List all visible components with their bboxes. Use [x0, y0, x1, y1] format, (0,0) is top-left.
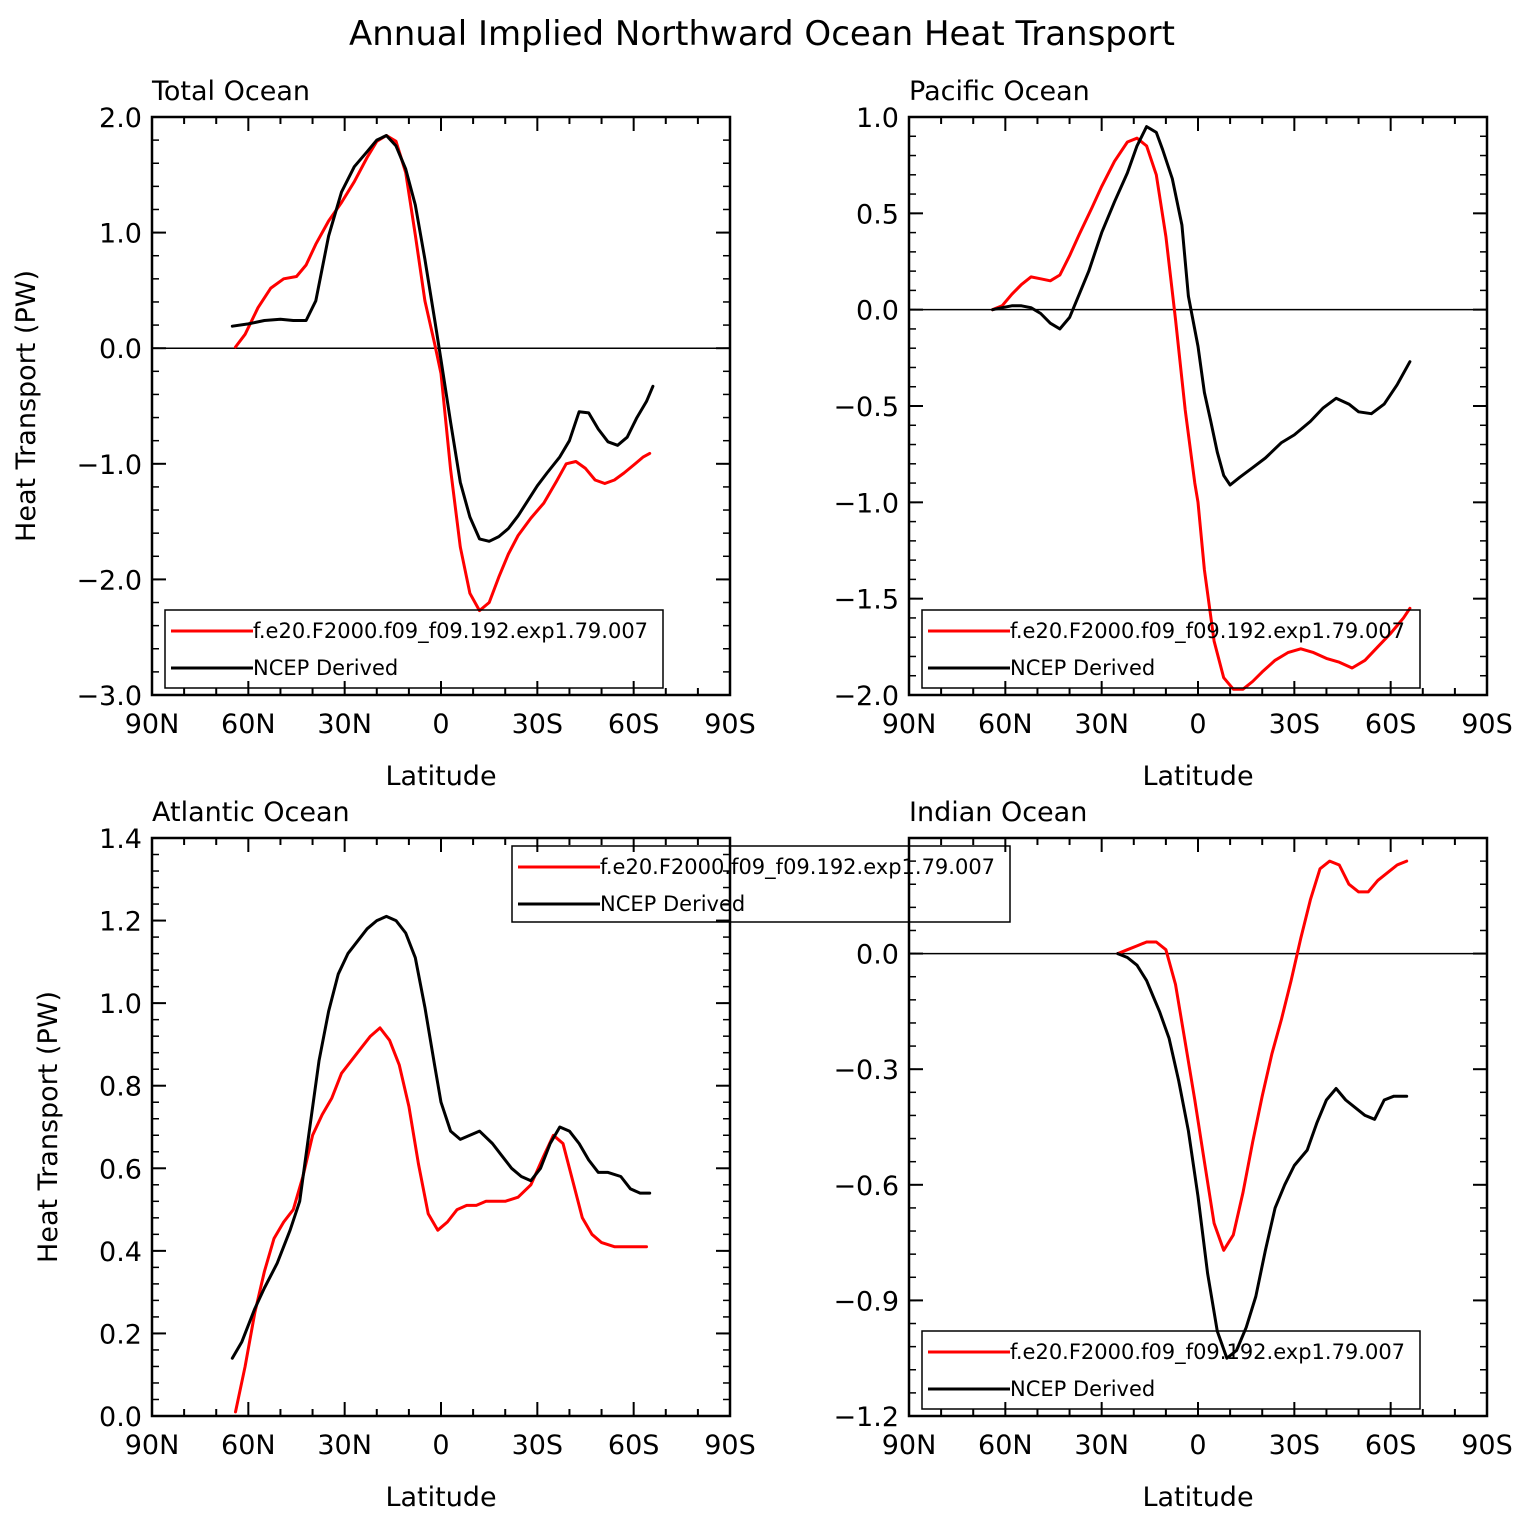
plot-frame	[907, 115, 1489, 697]
x-tick-label: 90N	[125, 1430, 180, 1461]
x-tick-label: 0	[1189, 709, 1206, 740]
y-tick-label: 1.2	[99, 907, 142, 938]
model-series-line	[234, 134, 652, 613]
y-tick-label: 0.0	[99, 334, 142, 365]
y-tick-label: −0.6	[833, 1171, 899, 1202]
legend: f.e20.F2000.f09_f09.192.exp1.79.007 NCEP …	[164, 609, 664, 689]
panels: Total Ocean 90N 60N 30N 0 30S 60S 90S 2.0 1.0 0.0 −…	[11, 76, 1513, 1513]
x-tick-label: 30S	[1269, 1430, 1321, 1461]
x-axis-label: Latitude	[385, 761, 496, 792]
y-tick-label: −2.0	[833, 681, 899, 712]
panel-pacific-ocean: Pacific Ocean 90N 60N 30N 0 30S 60S 90S 1.0 0.5 0.…	[833, 76, 1512, 792]
y-tick-label: 0.0	[99, 1402, 142, 1433]
y-tick-label: 0.4	[99, 1237, 142, 1268]
x-tick-label: 30N	[317, 709, 372, 740]
legend-label: f.e20.F2000.f09_f09.192.exp1.79.007	[1010, 1340, 1405, 1365]
y-tick-label: −2.0	[76, 565, 142, 596]
x-axis-label: Latitude	[1142, 1482, 1253, 1513]
legend-label: f.e20.F2000.f09_f09.192.exp1.79.007	[1010, 619, 1405, 644]
x-tick-label: 90S	[704, 709, 756, 740]
x-tick-label: 60N	[978, 709, 1033, 740]
x-tick-label: 60S	[1365, 709, 1417, 740]
x-tick-label: 60N	[978, 1430, 1033, 1461]
x-axis-label: Latitude	[385, 1482, 496, 1513]
x-tick-label: 30N	[1074, 1430, 1129, 1461]
x-tick-label: 90N	[882, 1430, 937, 1461]
y-tick-label: 0.0	[856, 940, 899, 971]
model-series-line	[1116, 859, 1409, 1252]
plot-frame	[150, 836, 732, 1418]
x-tick-label: 30S	[512, 709, 564, 740]
x-tick-label: 0	[432, 1430, 449, 1461]
legend-box	[921, 609, 1421, 689]
legend: f.e20.F2000.f09_f09.192.exp1.79.007 NCEP …	[921, 1330, 1421, 1410]
legend-label: NCEP Derived	[600, 892, 745, 916]
y-tick-label: 0.5	[856, 199, 899, 230]
y-tick-label: 0.8	[99, 1072, 142, 1103]
x-tick-label: 90S	[704, 1430, 756, 1461]
x-tick-label: 60N	[221, 1430, 276, 1461]
x-tick-label: 90N	[125, 709, 180, 740]
legend-label: NCEP Derived	[1010, 1377, 1155, 1401]
legend-label: NCEP Derived	[253, 656, 398, 680]
x-tick-label: 30N	[1074, 709, 1129, 740]
panel-total-ocean: Total Ocean 90N 60N 30N 0 30S 60S 90S 2.0 1.0 0.0 −…	[11, 76, 756, 792]
ncep-series-line	[991, 125, 1412, 487]
panel-title: Indian Ocean	[909, 797, 1087, 828]
y-tick-label: −1.0	[833, 488, 899, 519]
y-tick-label: 1.4	[99, 824, 142, 855]
x-tick-label: 90S	[1461, 709, 1513, 740]
y-axis-label: Heat Transport (PW)	[33, 991, 64, 1263]
legend-box	[921, 1330, 1421, 1410]
x-axis-label: Latitude	[1142, 761, 1253, 792]
panel-title: Atlantic Ocean	[152, 797, 350, 828]
y-tick-label: 0.6	[99, 1154, 142, 1185]
y-tick-label: 0.0	[856, 296, 899, 327]
y-tick-label: −0.3	[833, 1055, 899, 1086]
ncep-series-line	[230, 134, 655, 543]
legend-label: NCEP Derived	[1010, 656, 1155, 680]
y-tick-label: 2.0	[99, 103, 142, 134]
x-tick-label: 0	[1189, 1430, 1206, 1461]
y-tick-label: 1.0	[99, 989, 142, 1020]
y-tick-label: 0.2	[99, 1319, 142, 1350]
x-tick-label: 90S	[1461, 1430, 1513, 1461]
panel-indian-ocean: Indian Ocean 90N 60N 30N 0 30S 60S 90S 0.0 −0.3 −0…	[833, 797, 1512, 1513]
figure-title: Annual Implied Northward Ocean Heat Tran…	[349, 14, 1175, 54]
panel-atlantic-ocean: Atlantic Ocean 90N 60N 30N 0 30S 60S 90S 1.4 1.2 1…	[33, 797, 1011, 1513]
ncep-series-line	[1116, 952, 1409, 1360]
y-tick-label: 1.0	[99, 219, 142, 250]
x-tick-label: 30S	[1269, 709, 1321, 740]
ncep-series-line	[230, 914, 652, 1360]
x-tick-label: 30N	[317, 1430, 372, 1461]
x-tick-label: 60N	[221, 709, 276, 740]
model-series-line	[991, 136, 1412, 691]
y-tick-label: −1.2	[833, 1402, 899, 1433]
legend: f.e20.F2000.f09_f09.192.exp1.79.007 NCEP …	[511, 845, 1011, 923]
y-tick-label: −1.5	[833, 585, 899, 616]
legend-box	[164, 609, 664, 689]
model-series-line	[234, 1026, 648, 1414]
y-tick-label: 1.0	[856, 103, 899, 134]
x-tick-label: 90N	[882, 709, 937, 740]
panel-title: Total Ocean	[151, 76, 310, 107]
legend-label: f.e20.F2000.f09_f09.192.exp1.79.007	[253, 619, 648, 644]
y-tick-label: −0.9	[833, 1286, 899, 1317]
legend-label: f.e20.F2000.f09_f09.192.exp1.79.007	[600, 855, 995, 880]
x-tick-label: 60S	[608, 1430, 660, 1461]
legend-box	[511, 845, 1011, 923]
x-tick-label: 0	[432, 709, 449, 740]
x-tick-label: 60S	[608, 709, 660, 740]
x-tick-label: 30S	[512, 1430, 564, 1461]
y-tick-label: −1.0	[76, 450, 142, 481]
y-tick-label: −3.0	[76, 681, 142, 712]
y-tick-label: −0.5	[833, 392, 899, 423]
x-tick-label: 60S	[1365, 1430, 1417, 1461]
y-axis-label: Heat Transport (PW)	[11, 270, 42, 542]
legend: f.e20.F2000.f09_f09.192.exp1.79.007 NCEP …	[921, 609, 1421, 689]
panel-title: Pacific Ocean	[909, 76, 1090, 107]
